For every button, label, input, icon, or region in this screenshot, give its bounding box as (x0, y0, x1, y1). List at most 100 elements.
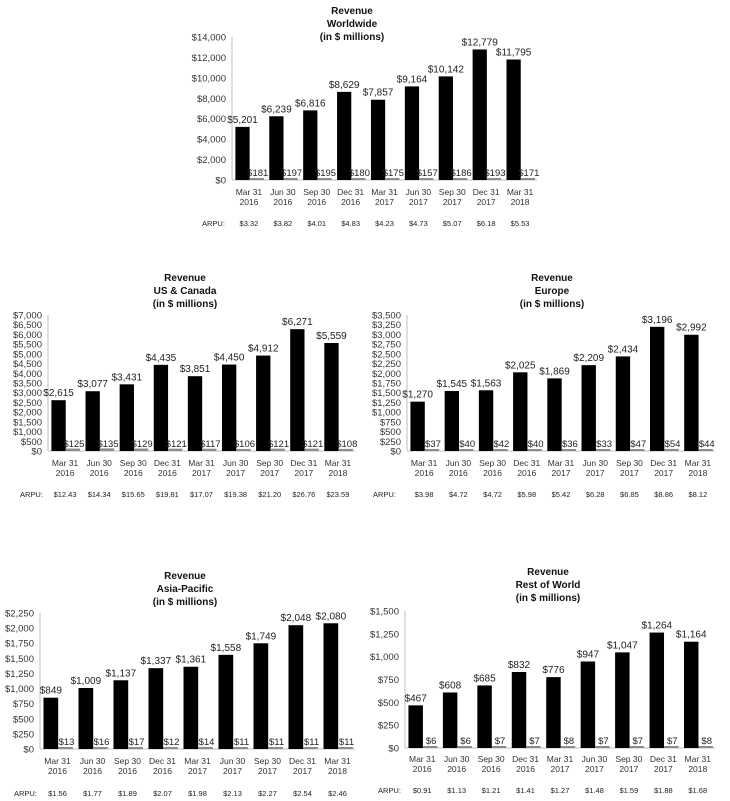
x-tick-label: Mar 31 (188, 458, 215, 468)
x-tick-year: 2016 (90, 468, 109, 478)
revenue-bar (684, 334, 699, 451)
x-tick-year: 2017 (375, 197, 394, 207)
secondary-bar (304, 448, 319, 451)
x-tick-label: Mar 31 (52, 458, 79, 468)
arpu-value: $5.42 (552, 490, 571, 499)
secondary-bar (561, 449, 577, 451)
arpu-value: $1.68 (688, 786, 707, 795)
revenue-value-label: $608 (439, 680, 462, 691)
x-tick-year: 2017 (260, 468, 279, 478)
revenue-value-label: $947 (577, 650, 600, 661)
secondary-value-label: $7 (495, 736, 506, 747)
revenue-bar (253, 643, 269, 749)
chart-title: Revenue (527, 567, 569, 578)
secondary-bar (128, 747, 143, 749)
secondary-value-label: $11 (339, 737, 354, 748)
revenue-value-label: $1,337 (141, 656, 172, 667)
arpu-value: $1.56 (48, 789, 67, 798)
arpu-value: $3.32 (240, 219, 259, 228)
y-tick-label: $0 (390, 447, 401, 458)
x-tick-year: 2016 (447, 764, 466, 774)
y-tick-label: $2,250 (5, 609, 34, 620)
x-tick-year: 2017 (654, 764, 673, 774)
y-tick-label: $2,000 (372, 369, 401, 380)
y-tick-label: $750 (13, 699, 34, 710)
x-tick-label: Mar 31 (325, 458, 352, 468)
secondary-value-label: $175 (383, 168, 404, 179)
arpu-value: $4.72 (483, 490, 502, 499)
chart-title: US & Canada (154, 286, 217, 297)
y-tick-label: $1,000 (370, 652, 399, 663)
chart-title: (in $ millions) (516, 593, 580, 604)
revenue-value-label: $1,545 (437, 379, 468, 390)
arpu-value: $4.72 (449, 490, 468, 499)
revenue-value-label: $2,048 (281, 613, 312, 624)
x-tick-year: 2017 (258, 766, 277, 776)
x-tick-label: Sep 30 (120, 458, 147, 468)
x-tick-label: Sep 30 (439, 187, 466, 197)
x-tick-year: 2016 (273, 197, 292, 207)
y-tick-label: $6,000 (197, 114, 226, 125)
x-tick-label: Dec 31 (337, 187, 364, 197)
x-tick-label: Jun 30 (223, 458, 249, 468)
secondary-value-label: $16 (94, 737, 110, 748)
secondary-value-label: $181 (247, 168, 268, 179)
x-tick-label: Dec 31 (290, 458, 317, 468)
y-tick-label: $8,000 (197, 94, 226, 105)
arpu-value: $2.13 (223, 789, 242, 798)
x-tick-year: 2017 (293, 766, 312, 776)
x-tick-label: Mar 31 (324, 756, 351, 766)
secondary-bar (520, 178, 535, 180)
secondary-value-label: $171 (518, 168, 539, 179)
secondary-bar (459, 449, 474, 451)
arpu-value: $3.82 (273, 219, 292, 228)
revenue-bar (337, 91, 352, 180)
secondary-bar (163, 747, 178, 749)
y-tick-label: $3,250 (372, 320, 401, 331)
x-tick-label: Sep 30 (254, 756, 281, 766)
x-tick-year: 2017 (654, 468, 673, 478)
arpu-value: $1.77 (83, 789, 102, 798)
arpu-value: $6.85 (620, 490, 639, 499)
revenue-bar (547, 378, 562, 451)
secondary-bar (493, 449, 508, 451)
secondary-bar (527, 449, 542, 451)
revenue-value-label: $1,164 (676, 630, 707, 641)
secondary-bar (133, 448, 149, 451)
x-tick-label: Dec 31 (289, 756, 316, 766)
arpu-label: ARPU: (20, 490, 43, 499)
chart-title: Asia-Pacific (157, 584, 214, 595)
arpu-value: $19.38 (224, 490, 247, 499)
revenue-value-label: $3,431 (111, 372, 142, 383)
revenue-bar (85, 391, 100, 451)
revenue-bar (513, 372, 528, 451)
arpu-label: ARPU: (378, 786, 401, 795)
x-tick-label: Mar 31 (371, 187, 398, 197)
arpu-value: $0.91 (413, 786, 432, 795)
x-tick-label: Sep 30 (615, 754, 642, 764)
secondary-bar (629, 746, 645, 748)
secondary-bar (664, 746, 679, 748)
y-tick-label: $10,000 (192, 73, 226, 84)
secondary-value-label: $12 (164, 737, 180, 748)
revenue-bar (119, 384, 134, 451)
y-tick-label: $0 (388, 744, 399, 755)
x-tick-year: 2016 (307, 197, 326, 207)
x-tick-label: Mar 31 (184, 756, 211, 766)
secondary-value-label: $14 (199, 737, 215, 748)
y-tick-label: $250 (380, 437, 401, 448)
arpu-value: $1.27 (551, 786, 570, 795)
revenue-value-label: $1,558 (211, 643, 242, 654)
secondary-value-label: $11 (304, 737, 319, 748)
x-tick-year: 2017 (620, 468, 639, 478)
secondary-bar (351, 178, 366, 180)
x-tick-year: 2017 (619, 764, 638, 774)
y-tick-label: $3,000 (372, 330, 401, 341)
revenue-value-label: $832 (508, 660, 531, 671)
secondary-bar (664, 448, 679, 451)
arpu-value: $17.07 (190, 490, 213, 499)
revenue-value-label: $1,361 (176, 655, 207, 666)
revenue-value-label: $2,992 (676, 323, 707, 334)
revenue-bar (187, 376, 203, 451)
secondary-bar (424, 449, 440, 451)
